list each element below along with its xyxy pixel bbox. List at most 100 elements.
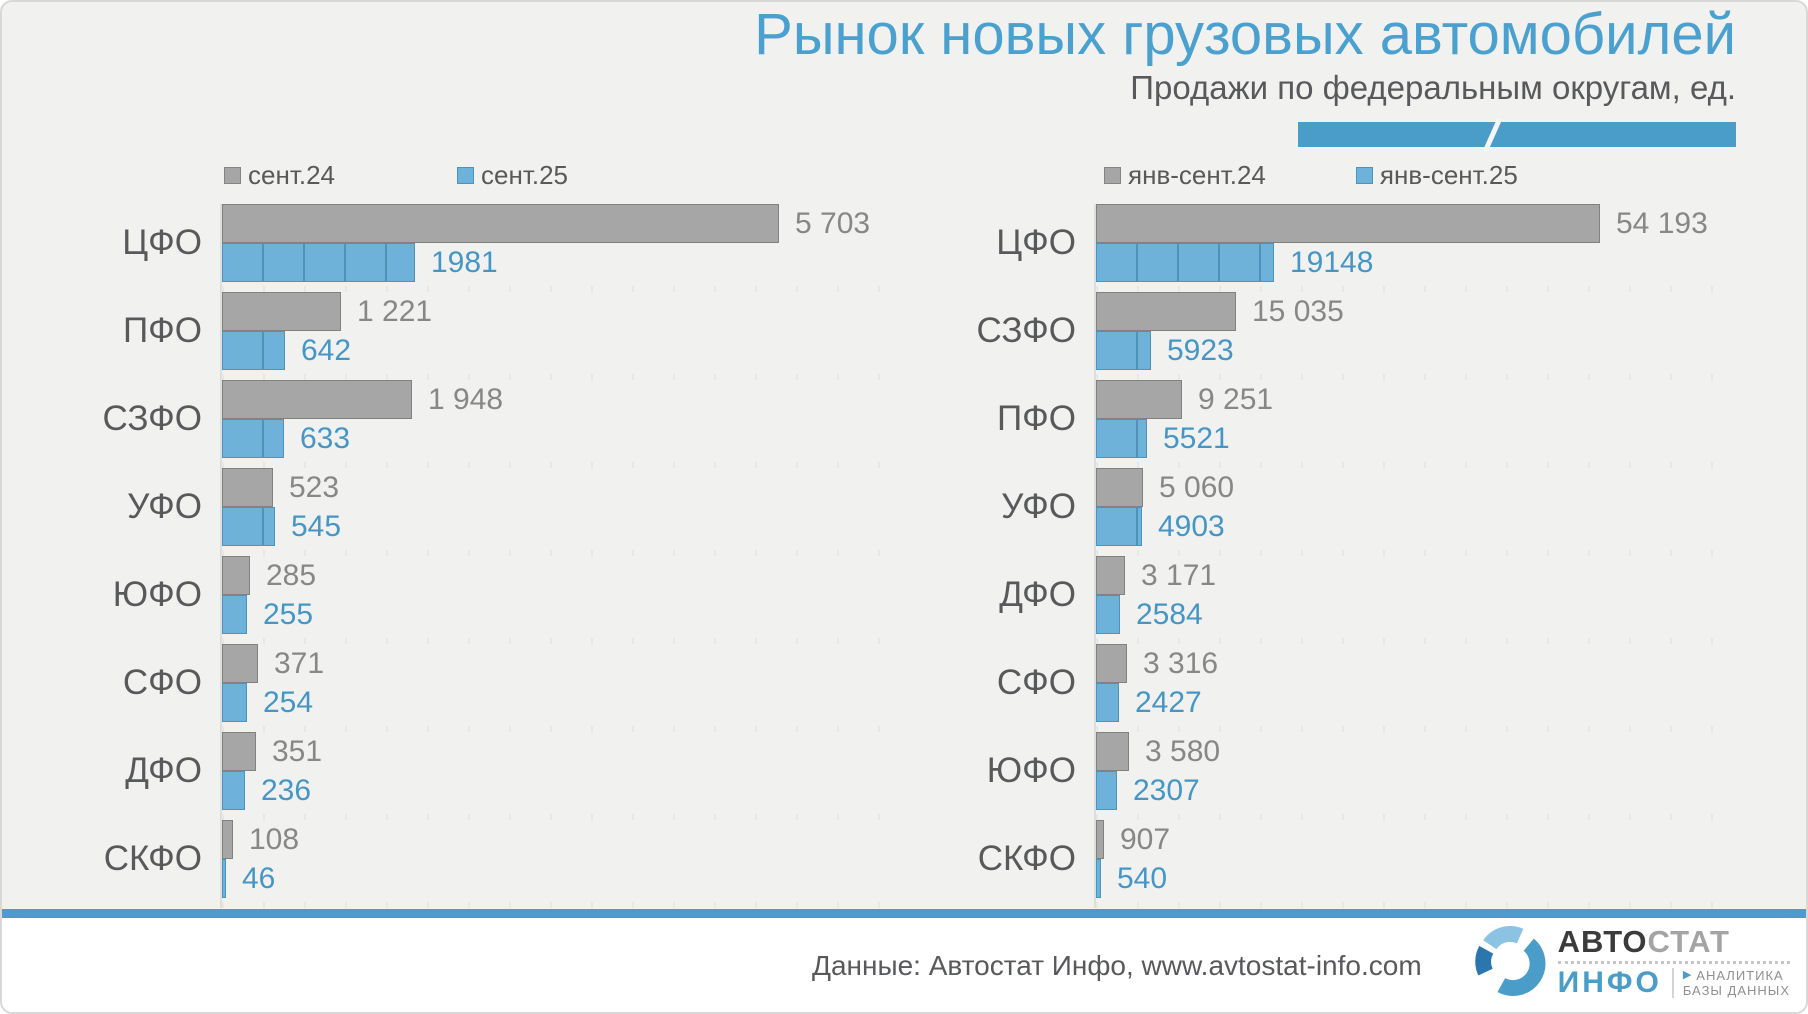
- bar-сент.25: [222, 507, 275, 546]
- value-label: 15 035: [1252, 294, 1344, 328]
- value-label: 2427: [1135, 685, 1202, 719]
- category-label: ДФО: [125, 751, 202, 790]
- legend: сент.24 сент.25: [62, 160, 892, 190]
- legend-swatch-icon: [1355, 166, 1373, 184]
- bar-group: 9 251 5521: [1094, 380, 1748, 468]
- bar-line: 1 221: [222, 292, 892, 331]
- chart-row: ПФО 9 251 5521: [880, 380, 1748, 468]
- value-label: 5 060: [1159, 470, 1235, 504]
- logo-sub-row: ИНФО ▶ АНАЛИТИКА БАЗЫ ДАННЫХ: [1557, 961, 1790, 999]
- bar-янв-сент.24: [1096, 644, 1127, 683]
- bar-group: 5 703 1981: [220, 204, 892, 292]
- bar-line: 254: [222, 683, 892, 722]
- value-label: 2584: [1136, 597, 1203, 631]
- category-label: СКФО: [103, 839, 202, 878]
- value-label: 540: [1117, 861, 1168, 895]
- logo-brand-stat: СТАТ: [1647, 924, 1730, 959]
- bar-янв-сент.25: [1096, 595, 1120, 634]
- category-label: УФО: [127, 487, 202, 526]
- bar-group: 371 254: [220, 644, 892, 732]
- chart-row: СФО 371 254: [62, 644, 892, 732]
- footer: Данные: Автостат Инфо, www.avtostat-info…: [2, 918, 1806, 1012]
- value-label: 1 948: [428, 382, 504, 416]
- value-label: 54 193: [1616, 206, 1708, 240]
- bar-line: 2584: [1096, 595, 1748, 634]
- bar-group: 15 035 5923: [1094, 292, 1748, 380]
- bar-line: 907: [1096, 820, 1748, 859]
- bar-янв-сент.24: [1096, 292, 1236, 331]
- bar-group: 907 540: [1094, 820, 1748, 908]
- legend-swatch-icon: [1104, 166, 1121, 184]
- data-source-text: Данные: Автостат Инфо, www.avtostat-info…: [812, 950, 1422, 981]
- bar-line: 351: [222, 732, 892, 771]
- category-label: СФО: [996, 663, 1076, 702]
- legend-label: янв-сент.24: [1128, 159, 1266, 190]
- logo-tagline: ▶ АНАЛИТИКА БАЗЫ ДАННЫХ: [1671, 968, 1790, 998]
- chart-row: СКФО 907 540: [880, 820, 1748, 908]
- legend-item: сент.24: [224, 160, 335, 191]
- bar-line: 46: [222, 859, 892, 898]
- value-label: 5923: [1167, 333, 1234, 367]
- value-label: 1981: [431, 245, 498, 279]
- bar-group: 5 060 4903: [1094, 468, 1748, 556]
- value-label: 46: [242, 861, 276, 895]
- bar-line: 5923: [1096, 331, 1748, 370]
- chart-row: УФО 5 060 4903: [880, 468, 1748, 556]
- footer-accent-stripe: [2, 909, 1806, 918]
- bar-line: 4903: [1096, 507, 1748, 546]
- category-label: ПФО: [123, 311, 202, 350]
- page-subtitle: Продажи по федеральным округам, ед.: [1130, 69, 1736, 106]
- bar-янв-сент.25: [1096, 859, 1101, 898]
- title-accent-stripe: [1298, 117, 1736, 153]
- value-label: 371: [274, 646, 325, 680]
- bar-янв-сент.25: [1096, 771, 1117, 810]
- chart-row: ЮФО 3 580 2307: [880, 732, 1748, 820]
- bar-янв-сент.24: [1096, 732, 1129, 771]
- chart-row: ДФО 351 236: [62, 732, 892, 820]
- chart-row: СЗФО 15 035 5923: [880, 292, 1748, 380]
- bar-group: 1 221 642: [220, 292, 892, 380]
- value-label: 351: [272, 734, 323, 768]
- page-title: Рынок новых грузовых автомобилей: [754, 2, 1736, 67]
- category-label: СЗФО: [976, 311, 1076, 350]
- legend-item: сент.25: [457, 160, 568, 191]
- value-label: 4903: [1158, 509, 1225, 543]
- bar-line: 523: [222, 468, 892, 507]
- bar-line: 19148: [1096, 243, 1748, 282]
- value-label: 1 221: [357, 294, 433, 328]
- bar-сент.25: [222, 683, 247, 722]
- logo-tagline-line2: БАЗЫ ДАННЫХ: [1682, 983, 1790, 998]
- chart-row: СФО 3 316 2427: [880, 644, 1748, 732]
- value-label: 2307: [1133, 773, 1200, 807]
- bar-сент.24: [222, 380, 412, 419]
- logo-tagline-line1: АНАЛИТИКА: [1696, 968, 1784, 983]
- category-label: ДФО: [999, 575, 1076, 614]
- value-label: 3 580: [1145, 734, 1221, 768]
- bar-янв-сент.24: [1096, 380, 1182, 419]
- category-label: СЗФО: [102, 399, 202, 438]
- value-label: 255: [263, 597, 314, 631]
- bar-сент.25: [222, 243, 415, 282]
- value-label: 545: [291, 509, 342, 543]
- chart-row: ЮФО 285 255: [62, 556, 892, 644]
- bar-янв-сент.24: [1096, 820, 1104, 859]
- category-label: СФО: [122, 663, 202, 702]
- bar-line: 1 948: [222, 380, 892, 419]
- bar-group: 285 255: [220, 556, 892, 644]
- chart-september: сент.24 сент.25 ЦФО 5 703 1981 ПФО 1 221 642 СЗФ…: [62, 160, 892, 908]
- category-label: ЦФО: [996, 223, 1076, 262]
- bar-янв-сент.24: [1096, 468, 1143, 507]
- legend-label: янв-сент.25: [1379, 159, 1518, 190]
- bar-line: 2307: [1096, 771, 1748, 810]
- bar-сент.24: [222, 556, 250, 595]
- bar-line: 642: [222, 331, 892, 370]
- bar-line: 2427: [1096, 683, 1748, 722]
- bar-сент.25: [222, 859, 226, 898]
- bar-line: 371: [222, 644, 892, 683]
- bar-янв-сент.24: [1096, 556, 1125, 595]
- bar-янв-сент.25: [1096, 331, 1151, 370]
- bar-line: 3 171: [1096, 556, 1748, 595]
- chart-row: ДФО 3 171 2584: [880, 556, 1748, 644]
- logo-brand-info: ИНФО: [1557, 966, 1662, 999]
- bar-сент.25: [222, 331, 285, 370]
